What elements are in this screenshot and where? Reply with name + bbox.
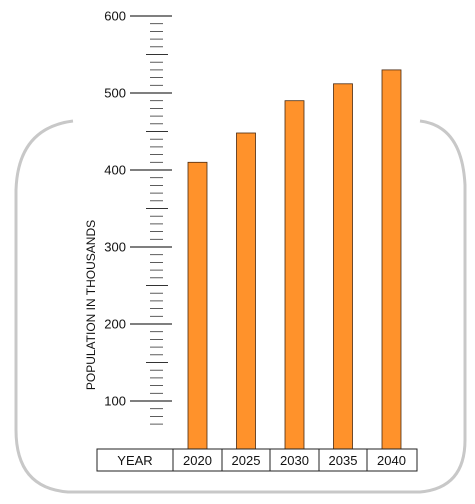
bar-2040 (381, 69, 402, 450)
bar-2025 (236, 132, 256, 450)
category-table-frame (96, 448, 418, 472)
bar-2035 (333, 83, 353, 450)
category-table: YEAR 2020 2025 2030 2035 2040 (96, 448, 418, 472)
category-label-2040: 2040 (377, 453, 406, 468)
y-tick-label: 200 (104, 317, 126, 332)
y-tick-label: 400 (104, 163, 126, 178)
y-tick-label: 600 (104, 9, 126, 24)
y-tick-label: 100 (104, 394, 126, 409)
bar-2020 (187, 161, 208, 450)
category-label-2020: 2020 (183, 453, 212, 468)
y-axis-ruler (130, 15, 172, 425)
category-label-2025: 2025 (232, 453, 261, 468)
y-tick-label: 300 (104, 240, 126, 255)
x-axis-title: YEAR (117, 453, 152, 468)
category-labels: 2020 2025 2030 2035 2040 (183, 453, 406, 468)
y-tick-label: 500 (104, 86, 126, 101)
category-label-2030: 2030 (280, 453, 309, 468)
category-label-2035: 2035 (329, 453, 358, 468)
y-axis-title: POPULATION IN THOUSANDS (84, 220, 98, 390)
background-frame (14, 119, 467, 494)
bar-2030 (284, 100, 305, 450)
bars-group (187, 69, 402, 450)
y-tick-labels: 100 200 300 400 500 600 (104, 9, 126, 409)
